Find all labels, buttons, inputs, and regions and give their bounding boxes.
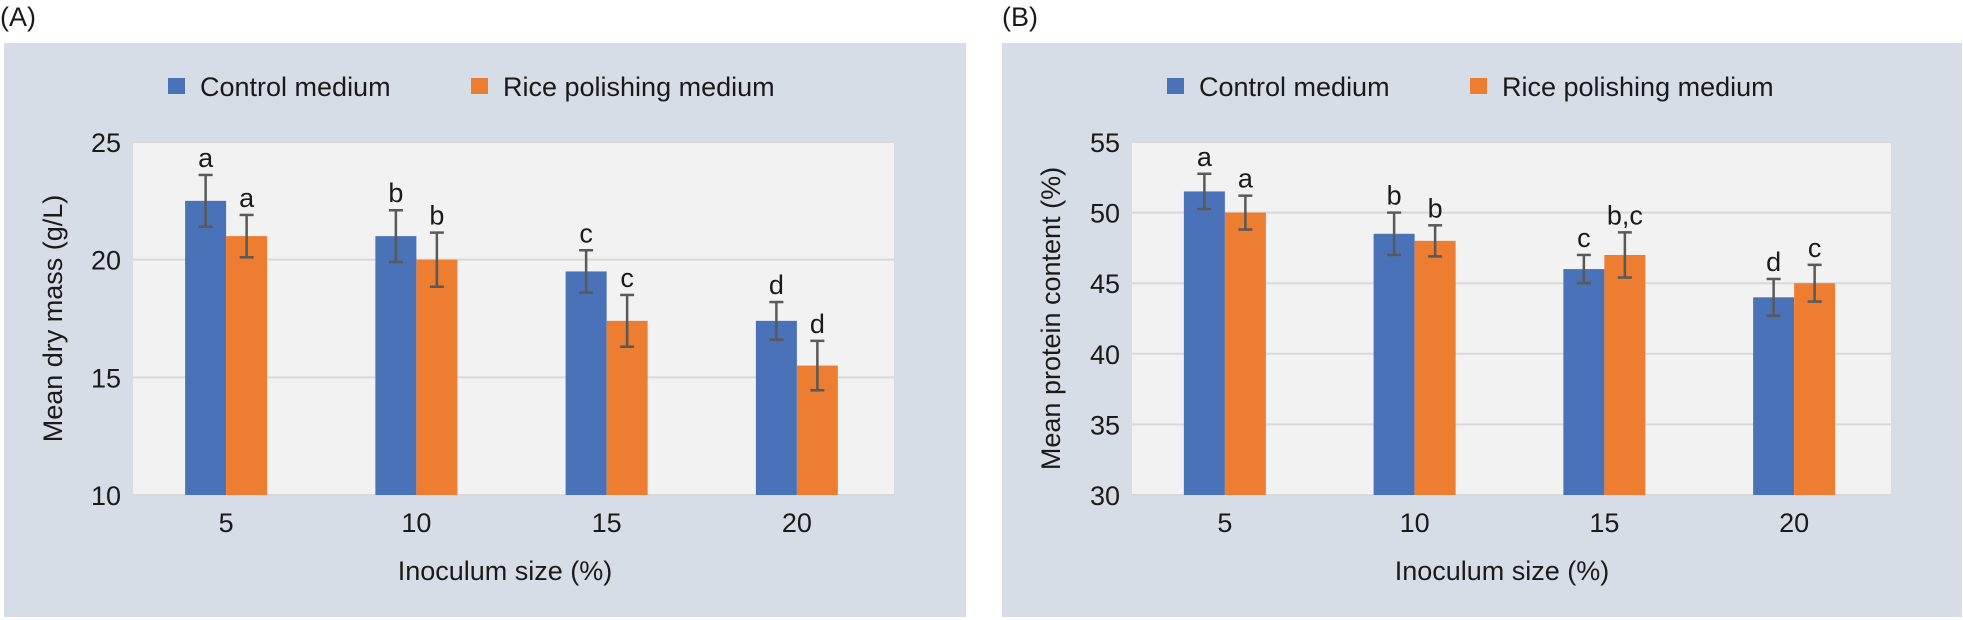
bar-control [1753,297,1795,495]
y-tick-label: 55 [1090,128,1120,158]
significance-label: a [239,183,255,213]
legend-swatch-control [168,78,185,94]
x-tick-label: 5 [219,508,234,538]
x-tick-label: 10 [1400,508,1430,538]
significance-label: c [1577,223,1591,253]
y-tick-label: 25 [91,128,121,158]
bar-rice [416,259,458,495]
y-tick-label: 45 [1090,269,1120,299]
legend-swatch-rice [1470,78,1487,94]
bar-control [1373,233,1415,495]
bar-control [1563,269,1605,495]
y-tick-label: 10 [91,481,121,511]
bar-control [565,271,607,495]
legend-label: Control medium [1199,72,1390,102]
significance-label: b [388,178,403,208]
y-tick-label: 30 [1090,481,1120,511]
significance-label: b [429,201,444,231]
x-tick-label: 20 [1779,508,1809,538]
y-tick-label: 20 [91,246,121,276]
bar-rice [226,236,268,495]
bar-control [1183,191,1225,496]
panel-b-label: (B) [1002,2,1038,32]
x-tick-label: 20 [782,508,812,538]
significance-label: a [198,143,214,173]
x-tick-label: 10 [401,508,431,538]
x-tick-label: 15 [592,508,622,538]
x-axis-title: Inoculum size (%) [1395,556,1610,586]
bar-control [755,320,797,495]
y-tick-label: 40 [1090,340,1120,370]
bar-rice [1794,283,1836,495]
legend-label: Rice polishing medium [1502,72,1774,102]
bar-control [375,236,417,495]
significance-label: d [1766,247,1781,277]
significance-label: c [1808,233,1822,263]
y-tick-label: 50 [1090,199,1120,229]
bar-control [185,200,227,496]
significance-label: b,c [1607,200,1643,230]
significance-label: b [1428,193,1443,223]
bar-rice [1224,212,1266,495]
significance-label: c [620,263,634,293]
bar-rice [1604,254,1646,495]
significance-label: a [1197,142,1213,172]
significance-label: a [1238,164,1254,194]
y-axis-title: Mean protein content (%) [1036,167,1066,470]
significance-label: b [1387,181,1402,211]
legend-label: Rice polishing medium [503,72,775,102]
x-tick-label: 5 [1217,508,1232,538]
legend-swatch-rice [471,78,488,94]
legend-swatch-control [1167,78,1184,94]
x-tick-label: 15 [1589,508,1619,538]
y-axis-title: Mean dry mass (g/L) [38,195,68,443]
y-tick-label: 35 [1090,410,1120,440]
x-axis-title: Inoculum size (%) [398,556,613,586]
significance-label: c [579,218,593,248]
significance-label: d [810,309,825,339]
significance-label: d [769,270,784,300]
bar-rice [606,320,648,495]
y-tick-label: 15 [91,363,121,393]
bar-rice [1414,240,1456,495]
panel-a-label: (A) [0,2,36,32]
legend-label: Control medium [200,72,391,102]
